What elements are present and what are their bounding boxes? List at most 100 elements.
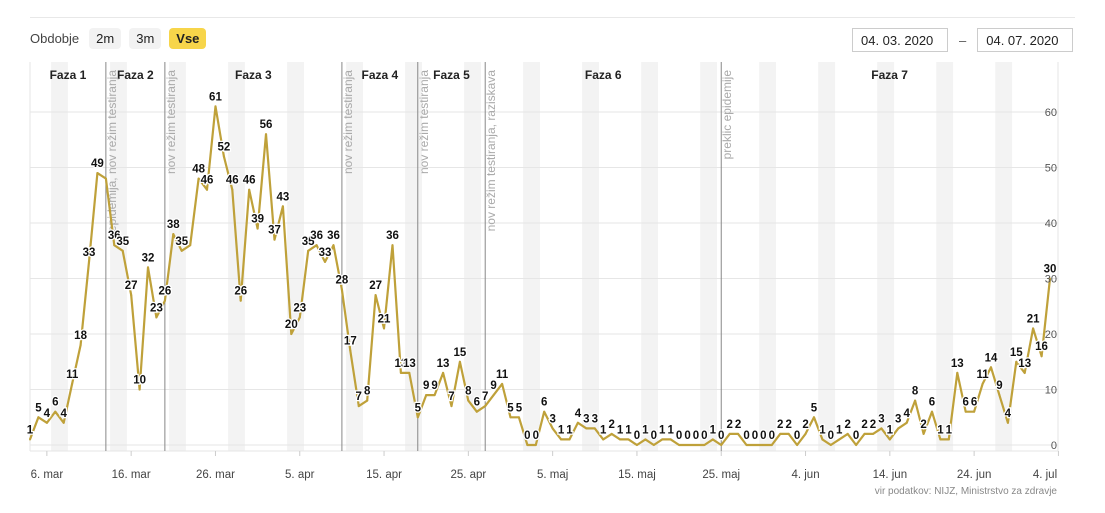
data-point	[576, 421, 579, 424]
data-point	[661, 438, 664, 441]
data-point	[180, 249, 183, 252]
data-point	[1006, 421, 1009, 424]
data-label: 13	[951, 358, 964, 370]
data-point	[273, 238, 276, 241]
x-tick-label: 4. jun	[791, 469, 819, 481]
data-point	[298, 316, 301, 319]
x-tick-label: 15. apr	[366, 469, 402, 481]
data-label: 21	[378, 313, 391, 325]
data-label: 5	[811, 402, 818, 414]
data-point	[37, 416, 40, 419]
data-label: 9	[423, 380, 429, 392]
phase-note: nov režim testiranja	[341, 70, 355, 174]
data-label: 1	[27, 424, 34, 436]
data-label: 0	[760, 430, 766, 442]
data-label: 1	[600, 424, 607, 436]
data-point	[914, 399, 917, 402]
data-label: 1	[617, 424, 624, 436]
date-to-input[interactable]	[977, 28, 1074, 52]
data-label: 0	[752, 430, 758, 442]
data-label: 37	[268, 225, 281, 237]
data-label: 0	[701, 430, 707, 442]
data-point	[821, 438, 824, 441]
data-label: 26	[234, 286, 247, 298]
data-label: 21	[1027, 313, 1040, 325]
data-point	[703, 444, 706, 446]
data-label: 15	[454, 347, 467, 359]
x-tick-label: 16. mar	[112, 469, 151, 481]
data-point	[433, 394, 436, 397]
data-point	[568, 438, 571, 441]
data-point	[871, 432, 874, 435]
data-point	[121, 249, 124, 252]
data-label: 2	[861, 419, 867, 431]
data-label: 39	[251, 214, 264, 226]
data-point	[905, 421, 908, 424]
weekend-band	[936, 62, 954, 451]
data-label: 0	[769, 430, 775, 442]
data-point	[694, 444, 697, 446]
x-tick-label: 24. jun	[957, 469, 992, 481]
data-point	[1015, 360, 1018, 363]
data-point	[956, 371, 959, 374]
x-tick-label: 26. mar	[196, 469, 235, 481]
data-point	[265, 133, 268, 136]
phase-label: Faza 3	[235, 68, 272, 82]
weekend-band	[51, 62, 68, 451]
data-label: 49	[91, 158, 104, 170]
period-3m-button[interactable]: 3m	[129, 28, 162, 49]
data-label: 15	[1010, 347, 1023, 359]
data-point	[534, 444, 537, 446]
data-point	[812, 416, 815, 419]
data-point	[517, 416, 520, 419]
data-point	[467, 399, 470, 402]
data-point	[248, 188, 251, 191]
data-point	[947, 438, 950, 441]
data-label: 30	[1044, 264, 1057, 276]
data-point	[54, 410, 57, 413]
data-point	[644, 438, 647, 441]
data-point	[374, 294, 377, 297]
data-point	[720, 444, 723, 446]
data-point	[315, 244, 318, 247]
data-label: 8	[912, 386, 919, 398]
date-from-input[interactable]	[852, 28, 948, 52]
data-label: 9	[490, 380, 496, 392]
data-label: 36	[386, 230, 399, 242]
data-label: 26	[158, 286, 171, 298]
data-label: 1	[946, 424, 953, 436]
data-point	[104, 177, 107, 180]
data-label: 23	[150, 302, 163, 314]
phase-label: Faza 1	[50, 68, 87, 82]
data-label: 13	[437, 358, 450, 370]
data-label: 28	[336, 275, 349, 287]
data-label: 48	[192, 164, 205, 176]
period-2m-button[interactable]: 2m	[89, 28, 122, 49]
data-label: 9	[996, 380, 1002, 392]
data-label: 35	[302, 236, 315, 248]
data-point	[290, 333, 293, 335]
data-point	[416, 416, 419, 419]
phase-note: epidemija, nov režim testiranja	[105, 70, 119, 232]
data-point	[399, 371, 402, 374]
phase-label: Faza 6	[585, 68, 622, 82]
data-point	[998, 394, 1001, 397]
data-point	[686, 444, 689, 446]
data-point	[71, 382, 74, 385]
data-point	[45, 421, 48, 424]
data-point	[113, 244, 116, 247]
period-all-button[interactable]: Vse	[169, 28, 207, 49]
data-label: 1	[937, 424, 944, 436]
phase-label: Faza 5	[433, 68, 470, 82]
data-label: 6	[52, 397, 58, 409]
data-point	[678, 444, 681, 446]
data-point	[450, 405, 453, 408]
data-point	[349, 349, 352, 352]
data-label: 3	[583, 413, 589, 425]
data-label: 7	[482, 391, 488, 403]
data-label: 3	[592, 413, 598, 425]
data-label: 56	[260, 119, 273, 131]
data-label: 0	[853, 430, 859, 442]
data-point	[787, 432, 790, 435]
data-label: 13	[395, 358, 408, 370]
